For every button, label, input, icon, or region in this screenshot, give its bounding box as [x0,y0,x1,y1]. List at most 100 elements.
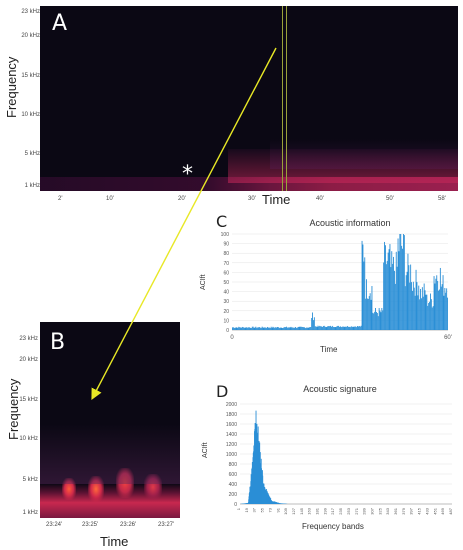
aci-bar [315,326,317,330]
spectrogram-a-band-mid [228,149,458,183]
aci-bar [350,326,352,330]
aci-bar [372,312,374,330]
y-tick-label: 100 [221,232,230,238]
x-tick-label: 289 [362,507,367,514]
aci-bar [285,327,286,330]
aci-bar [337,325,339,330]
aci-bar [233,327,235,330]
aci-bar [270,326,272,330]
panel-a-label: A [52,11,68,36]
y-tick: 10 kHz [19,436,38,442]
aci-bar [277,327,279,330]
aci-bar [259,327,260,330]
aci-bar [351,326,353,330]
aci-bar [307,327,309,330]
aci-bar [271,327,273,330]
aci-bar [357,326,358,330]
aci-bar [312,312,313,330]
spectrogram-b-burst-1 [62,478,76,500]
aci-bar [411,282,412,330]
aci-bar [370,299,372,330]
panel-d-label: D [216,382,229,401]
aci-bar [349,326,350,330]
aci-bar [238,326,240,330]
x-tick-label: 253 [346,507,351,514]
asterisk-marker: * [182,162,193,187]
aci-bar [403,235,405,330]
aci-bar [439,267,441,330]
aci-bar [287,327,289,330]
aci-bar [392,263,394,330]
y-tick: 5 kHz [24,151,40,157]
aci-bar [254,327,256,330]
aci-bar [329,326,331,330]
aci-bar [250,327,251,330]
aci-bar [447,297,448,330]
aci-bar [283,327,285,330]
aci-bar [349,327,351,330]
aci-bar [318,326,320,330]
aci-bar [249,327,250,330]
aci-bar [385,264,387,330]
aci-bar [401,245,403,330]
aci-bar [387,252,389,330]
aci-bar [367,298,369,330]
aci-bar [438,290,439,330]
aci-bar [340,326,341,330]
aci-bar [304,327,305,330]
aci-bar [253,327,255,330]
arrow-line [91,47,277,400]
aci-bar [255,326,257,330]
aci-bar [410,264,412,330]
aci-bar [377,316,379,330]
aci-bar [423,283,425,330]
aci-bar [360,325,362,330]
aci-bar [374,311,376,330]
aci-bar [274,327,276,330]
aci-bar [362,244,364,330]
y-tick-label: 1600 [226,422,237,428]
aci-bar [440,286,442,330]
aci-bar [446,288,448,330]
aci-bar [404,286,406,330]
panel-c-title: Acoustic information [309,218,391,228]
aci-bar [284,327,286,330]
y-tick-label: 0 [226,328,229,334]
aci-bar [258,327,259,330]
aci-bar [279,327,281,330]
y-tick: 5 kHz [22,477,38,483]
aci-bar [323,325,325,330]
x-tick-label: 397 [409,507,414,514]
aci-bar [368,296,370,330]
aci-bar [256,327,258,330]
x-tick-label: 145 [299,507,304,514]
y-tick: 20 kHz [21,33,40,39]
aci-bar [296,327,298,330]
aci-bar [289,327,291,330]
aci-bar [369,293,371,330]
aci-bar [431,307,433,330]
aci-bar [427,305,429,330]
aci-bar [234,327,236,330]
y-tick: 1 kHz [24,183,40,189]
panel-d-xlabel: Frequency bands [302,522,364,531]
aci-bar [251,326,253,330]
aci-bar [399,234,401,330]
aci-bar [429,301,430,330]
aci-bar [259,327,261,330]
aci-bar [298,326,300,330]
x-tick-label: 487 [448,507,453,514]
aci-bar [355,326,357,330]
aci-bar [358,326,360,330]
aci-bar [247,327,249,330]
panel-a-x-ticks: 2' 10' 20' 30' 40' 50' 58' [40,196,458,206]
aci-bar [379,310,381,330]
y-tick: 15 kHz [19,397,38,403]
aci-bar [421,298,422,330]
x-tick: 23:24' [46,522,63,528]
aci-bar [407,253,409,330]
aci-bar [236,327,238,330]
x-tick-label: 343 [385,507,390,514]
aci-bar [419,299,421,330]
aci-bar [276,327,277,330]
